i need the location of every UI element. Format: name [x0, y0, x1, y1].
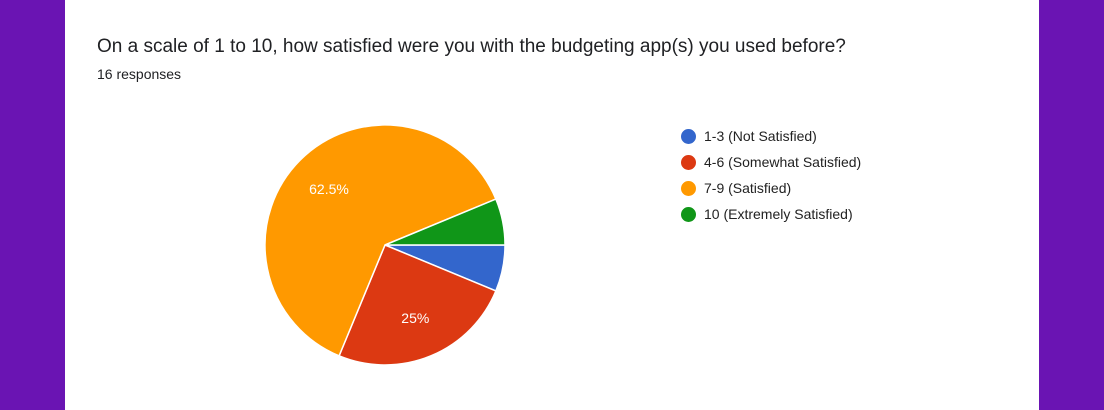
legend-item-1-3[interactable]: 1-3 (Not Satisfied) — [681, 123, 861, 149]
legend-item-7-9[interactable]: 7-9 (Satisfied) — [681, 175, 861, 201]
pie-slice-10[interactable] — [384, 198, 506, 246]
legend-swatch-icon — [681, 128, 696, 144]
legend-label: 4-6 (Somewhat Satisfied) — [704, 154, 862, 170]
pie-slice-4-6[interactable] — [338, 244, 497, 366]
slice-percent-label: 25% — [401, 310, 429, 326]
chart-legend: 1-3 (Not Satisfied) 4-6 (Somewhat Satisf… — [681, 123, 861, 227]
question-card: On a scale of 1 to 10, how satisfied wer… — [65, 0, 1039, 410]
pie-slice-7-9[interactable] — [264, 124, 497, 357]
response-count: 16 responses — [97, 66, 182, 82]
legend-swatch-icon — [681, 154, 696, 170]
slice-percent-label: 62.5% — [309, 181, 349, 197]
legend-item-4-6[interactable]: 4-6 (Somewhat Satisfied) — [681, 149, 861, 175]
pie-chart: 25% 62.5% — [264, 124, 506, 366]
legend-item-10[interactable]: 10 (Extremely Satisfied) — [681, 201, 861, 227]
legend-label: 1-3 (Not Satisfied) — [704, 128, 817, 144]
legend-swatch-icon — [681, 180, 696, 196]
question-title: On a scale of 1 to 10, how satisfied wer… — [97, 36, 846, 57]
legend-swatch-icon — [681, 206, 696, 222]
legend-label: 10 (Extremely Satisfied) — [704, 206, 853, 222]
legend-label: 7-9 (Satisfied) — [704, 180, 792, 196]
